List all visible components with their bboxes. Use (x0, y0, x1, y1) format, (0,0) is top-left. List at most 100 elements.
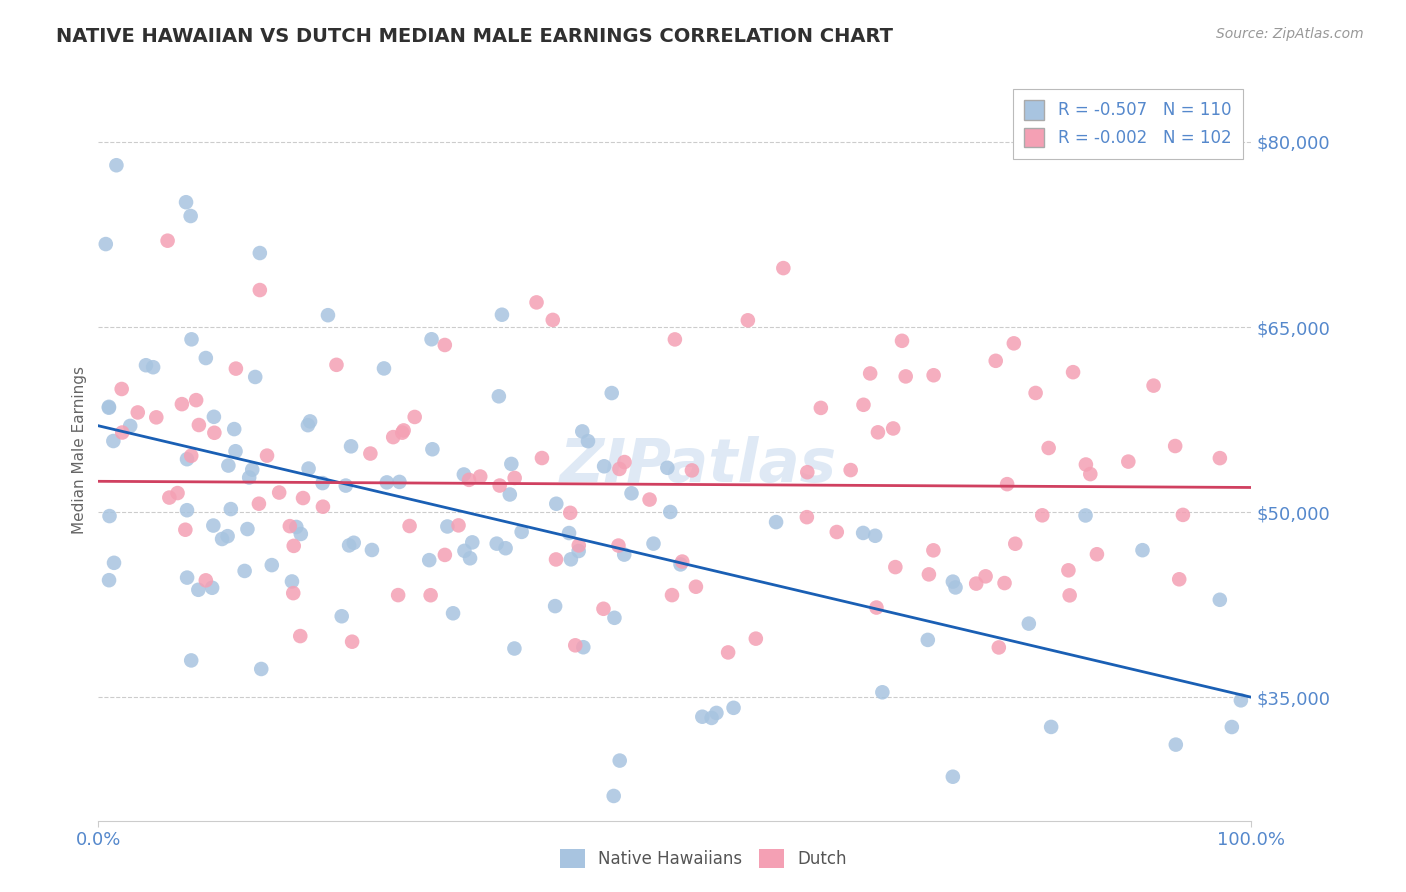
Point (825, 524, 848, 539)
Point (894, 369, 917, 384)
Point (1168, 572, 1191, 586)
Point (98, 509, 121, 524)
Point (872, 685, 894, 699)
Point (176, 503, 198, 517)
Point (103, 434, 125, 448)
Point (180, 209, 202, 223)
Point (488, 478, 510, 492)
Point (965, 576, 987, 591)
Point (174, 523, 197, 537)
Point (256, 449, 278, 463)
Point (187, 417, 209, 432)
Point (1059, 588, 1081, 602)
Point (1031, 508, 1053, 523)
Point (1002, 336, 1025, 351)
Point (568, 544, 591, 558)
Point (343, 535, 366, 549)
Point (488, 389, 510, 403)
Point (135, 358, 157, 372)
Point (398, 519, 420, 533)
Point (340, 634, 363, 648)
Legend: Native Hawaiians, Dutch: Native Hawaiians, Dutch (553, 842, 853, 875)
Point (1209, 451, 1232, 466)
Point (157, 491, 180, 505)
Point (180, 653, 202, 667)
Point (299, 414, 322, 428)
Point (387, 588, 409, 602)
Point (717, 645, 740, 659)
Point (240, 463, 263, 477)
Point (1220, 720, 1243, 734)
Point (560, 506, 582, 520)
Point (458, 473, 481, 487)
Point (995, 477, 1018, 491)
Point (260, 558, 283, 573)
Point (373, 361, 395, 376)
Point (340, 439, 363, 453)
Point (863, 529, 886, 543)
Point (180, 449, 202, 463)
Point (97, 400, 120, 414)
Point (1164, 738, 1187, 752)
Point (461, 535, 484, 549)
Point (984, 354, 1007, 368)
Point (917, 632, 939, 647)
Point (247, 497, 270, 511)
Point (865, 600, 887, 615)
Point (111, 382, 134, 396)
Point (176, 452, 198, 467)
Point (447, 518, 470, 533)
Point (1085, 547, 1108, 561)
Point (330, 609, 353, 624)
Point (337, 538, 360, 552)
Point (202, 425, 225, 440)
Point (225, 361, 247, 376)
Point (238, 470, 260, 484)
Point (290, 629, 312, 643)
Point (657, 460, 679, 475)
Point (495, 541, 517, 556)
Point (603, 611, 626, 625)
Point (1040, 720, 1063, 734)
Point (98, 573, 121, 587)
Point (285, 520, 308, 534)
Point (236, 522, 259, 536)
Point (1118, 454, 1140, 468)
Point (278, 519, 301, 533)
Point (145, 410, 167, 425)
Point (250, 662, 273, 676)
Point (974, 569, 997, 583)
Point (297, 461, 319, 475)
Point (441, 607, 464, 621)
Point (249, 246, 271, 260)
Point (281, 574, 304, 589)
Point (420, 332, 443, 346)
Point (217, 458, 239, 473)
Point (453, 544, 475, 558)
Point (316, 308, 339, 322)
Point (470, 469, 492, 483)
Text: ZIPatlas: ZIPatlas (560, 436, 837, 495)
Point (202, 518, 225, 533)
Point (458, 551, 481, 566)
Point (600, 386, 623, 401)
Point (576, 434, 599, 449)
Point (544, 599, 567, 613)
Point (422, 442, 444, 457)
Point (105, 158, 128, 172)
Point (453, 467, 475, 482)
Point (233, 564, 256, 578)
Point (142, 360, 165, 375)
Point (602, 789, 624, 803)
Point (745, 632, 768, 646)
Point (546, 497, 568, 511)
Point (297, 418, 319, 433)
Point (692, 709, 714, 723)
Y-axis label: Median Male Earnings: Median Male Earnings (72, 367, 87, 534)
Point (1004, 537, 1026, 551)
Point (558, 526, 581, 541)
Point (607, 539, 630, 553)
Point (225, 444, 247, 458)
Point (433, 338, 456, 352)
Point (103, 556, 125, 570)
